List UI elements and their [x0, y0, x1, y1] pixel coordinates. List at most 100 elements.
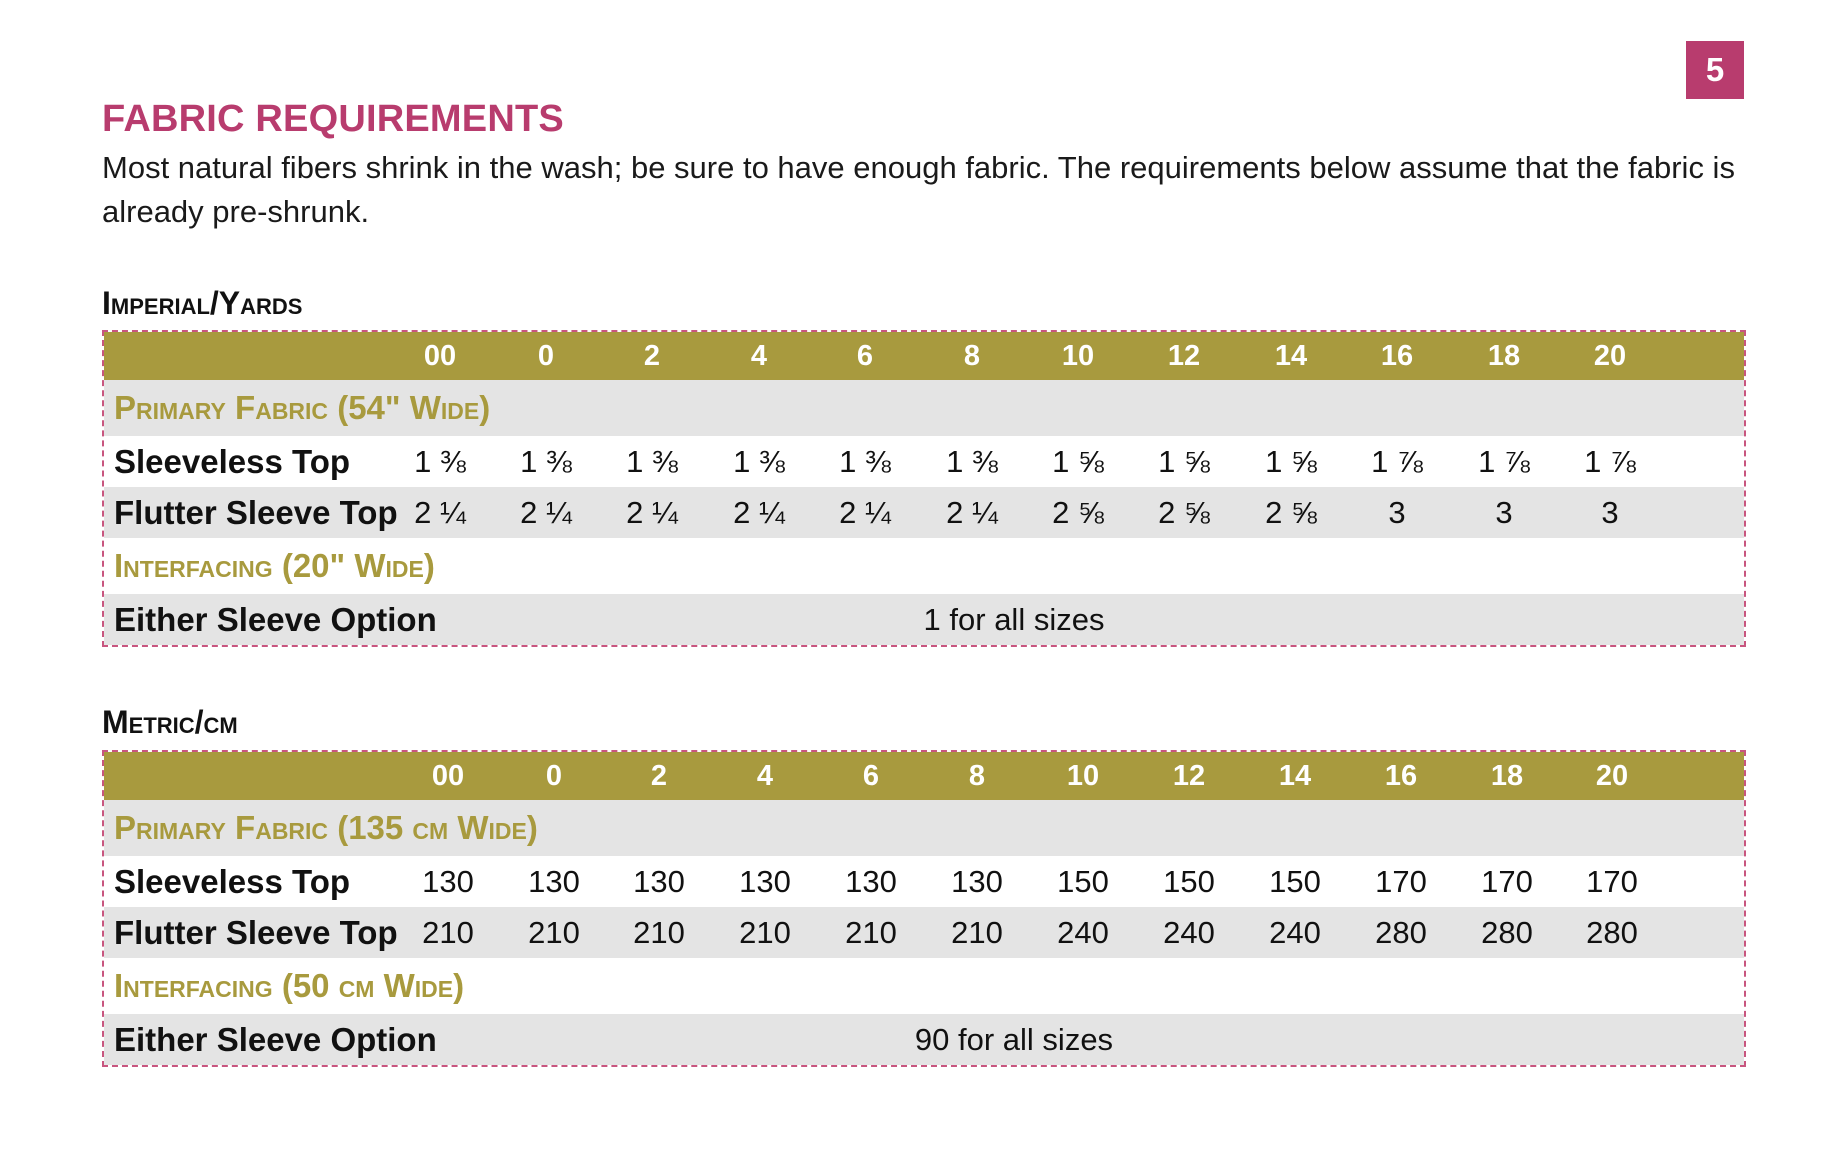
either-sleeve-option-label: Either Sleeve Option	[114, 600, 437, 638]
table-cell: 150	[1163, 863, 1215, 899]
size-header: 2	[650, 759, 668, 792]
table-cell: 2 ⅝	[1158, 494, 1210, 530]
table-cell: 1 ⅞	[1478, 443, 1530, 479]
primary-fabric-label: Primary Fabric (135 cm Wide)	[114, 809, 538, 846]
table-cell: 210	[633, 914, 685, 950]
table-cell: 1 ⅞	[1371, 443, 1423, 479]
table-cell: 240	[1057, 914, 1109, 950]
table-cell: 1 ⅝	[1052, 443, 1104, 479]
table-cell: 3	[1601, 494, 1619, 530]
table-cell: 1 ⅜	[839, 443, 891, 479]
size-header: 8	[968, 759, 986, 792]
table-cell: 1 ⅝	[1265, 443, 1317, 479]
sleeveless-top-label: Sleeveless Top	[114, 442, 351, 480]
size-header: 10	[1066, 759, 1100, 792]
flutter-sleeve-top-label: Flutter Sleeve Top	[114, 493, 398, 531]
imperial-sleeveless-row: Sleeveless Top 1 ⅜ 1 ⅜ 1 ⅜ 1 ⅜ 1 ⅜ 1 ⅜ 1…	[104, 436, 1744, 487]
metric-sleeveless-row: Sleeveless Top 130 130 130 130 130 130 1…	[104, 856, 1744, 907]
table-cell: 2 ¼	[520, 494, 572, 530]
imperial-flutter-row: Flutter Sleeve Top 2 ¼ 2 ¼ 2 ¼ 2 ¼ 2 ¼ 2…	[104, 487, 1744, 538]
table-cell: 2 ¼	[626, 494, 678, 530]
size-header: 6	[856, 339, 874, 372]
table-cell: 150	[1057, 863, 1109, 899]
imperial-primary-fabric-row: Primary Fabric (54" Wide)	[104, 380, 1744, 436]
table-cell: 150	[1269, 863, 1321, 899]
table-cell: 130	[528, 863, 580, 899]
primary-fabric-label: Primary Fabric (54" Wide)	[114, 389, 491, 426]
table-cell: 2 ¼	[839, 494, 891, 530]
size-header: 6	[862, 759, 880, 792]
table-cell: 170	[1375, 863, 1427, 899]
table-cell: 1 ⅜	[414, 443, 466, 479]
metric-table: 00 0 2 4 6 8 10 12 14 16 18 20 Primary F…	[102, 750, 1746, 1067]
table-cell: 280	[1375, 914, 1427, 950]
imperial-header-row: 00 0 2 4 6 8 10 12 14 16 18 20	[104, 332, 1744, 380]
table-cell: 130	[633, 863, 685, 899]
table-cell: 210	[739, 914, 791, 950]
table-cell: 3	[1388, 494, 1406, 530]
table-cell: 130	[739, 863, 791, 899]
size-header: 14	[1278, 759, 1312, 792]
page-title: FABRIC REQUIREMENTS	[102, 98, 564, 140]
either-sleeve-option-label: Either Sleeve Option	[114, 1020, 437, 1058]
table-cell: 2 ⅝	[1052, 494, 1104, 530]
table-cell: 2 ⅝	[1265, 494, 1317, 530]
table-cell: 130	[422, 863, 474, 899]
table-cell: 210	[528, 914, 580, 950]
table-cell: 210	[422, 914, 474, 950]
size-header: 2	[643, 339, 661, 372]
table-cell: 280	[1586, 914, 1638, 950]
imperial-either-row: Either Sleeve Option 1 for all sizes	[104, 594, 1744, 645]
metric-primary-fabric-row: Primary Fabric (135 cm Wide)	[104, 800, 1744, 856]
table-cell: 2 ¼	[733, 494, 785, 530]
table-cell: 1 ⅞	[1584, 443, 1636, 479]
size-header: 12	[1172, 759, 1206, 792]
metric-header-row: 00 0 2 4 6 8 10 12 14 16 18 20	[104, 752, 1744, 800]
table-cell: 240	[1269, 914, 1321, 950]
size-header: 20	[1593, 339, 1627, 372]
size-header: 8	[963, 339, 981, 372]
imperial-table: 00 0 2 4 6 8 10 12 14 16 18 20 Primary F…	[102, 330, 1746, 647]
size-header: 4	[750, 339, 768, 372]
metric-either-row: Either Sleeve Option 90 for all sizes	[104, 1014, 1744, 1065]
imperial-title: Imperial/Yards	[102, 285, 303, 321]
imperial-interfacing-row: Interfacing (20" Wide)	[104, 538, 1744, 594]
table-cell: 170	[1481, 863, 1533, 899]
page-number: 5	[1705, 51, 1725, 88]
table-cell: 210	[951, 914, 1003, 950]
size-header: 4	[756, 759, 774, 792]
table-cell: 1 ⅜	[520, 443, 572, 479]
page-number-badge: 5	[1686, 41, 1744, 99]
size-header: 10	[1061, 339, 1095, 372]
metric-title: Metric/cm	[102, 704, 238, 740]
size-header: 0	[545, 759, 563, 792]
size-header: 20	[1595, 759, 1629, 792]
size-header: 00	[431, 759, 465, 792]
table-cell: 210	[845, 914, 897, 950]
table-cell: 240	[1163, 914, 1215, 950]
table-cell: 280	[1481, 914, 1533, 950]
table-cell: 170	[1586, 863, 1638, 899]
size-header: 18	[1490, 759, 1524, 792]
table-cell: 130	[951, 863, 1003, 899]
intro-paragraph: Most natural fibers shrink in the wash; …	[102, 150, 1735, 229]
size-header: 16	[1384, 759, 1418, 792]
table-cell: 1 ⅜	[626, 443, 678, 479]
table-cell: 1 ⅝	[1158, 443, 1210, 479]
interfacing-label: Interfacing (50 cm Wide)	[114, 967, 465, 1004]
metric-flutter-row: Flutter Sleeve Top 210 210 210 210 210 2…	[104, 907, 1744, 958]
table-cell: 2 ¼	[414, 494, 466, 530]
size-header: 18	[1487, 339, 1521, 372]
table-cell: 1 ⅜	[733, 443, 785, 479]
table-cell: 3	[1495, 494, 1513, 530]
size-header: 0	[537, 339, 555, 372]
size-header: 00	[423, 339, 457, 372]
table-cell: 130	[845, 863, 897, 899]
either-sleeve-value: 1 for all sizes	[923, 601, 1105, 637]
interfacing-label: Interfacing (20" Wide)	[114, 547, 435, 584]
metric-interfacing-row: Interfacing (50 cm Wide)	[104, 958, 1744, 1014]
size-header: 14	[1274, 339, 1308, 372]
size-header: 12	[1167, 339, 1201, 372]
either-sleeve-value: 90 for all sizes	[914, 1021, 1114, 1057]
table-cell: 2 ¼	[946, 494, 998, 530]
